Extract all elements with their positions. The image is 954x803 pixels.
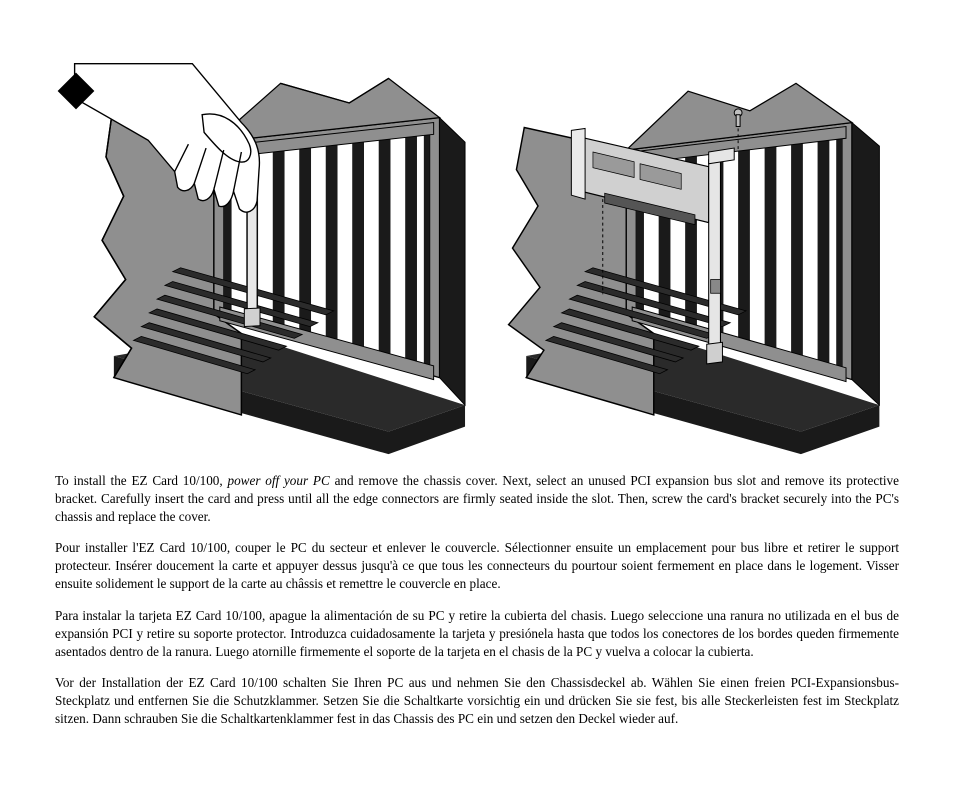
text: To install the EZ Card 10/100,	[55, 473, 227, 488]
diagram-remove-bracket	[55, 50, 467, 460]
paragraph-spanish: Para instalar la tarjeta EZ Card 10/100,…	[55, 607, 899, 660]
paragraph-english: To install the EZ Card 10/100, power off…	[55, 472, 899, 525]
paragraph-french: Pour installer l'EZ Card 10/100, couper …	[55, 539, 899, 592]
paragraph-german: Vor der Installation der EZ Card 10/100 …	[55, 674, 899, 727]
italic-text: power off your PC	[227, 473, 329, 488]
diagram-insert-card	[487, 50, 899, 460]
diagram-row	[55, 50, 899, 460]
